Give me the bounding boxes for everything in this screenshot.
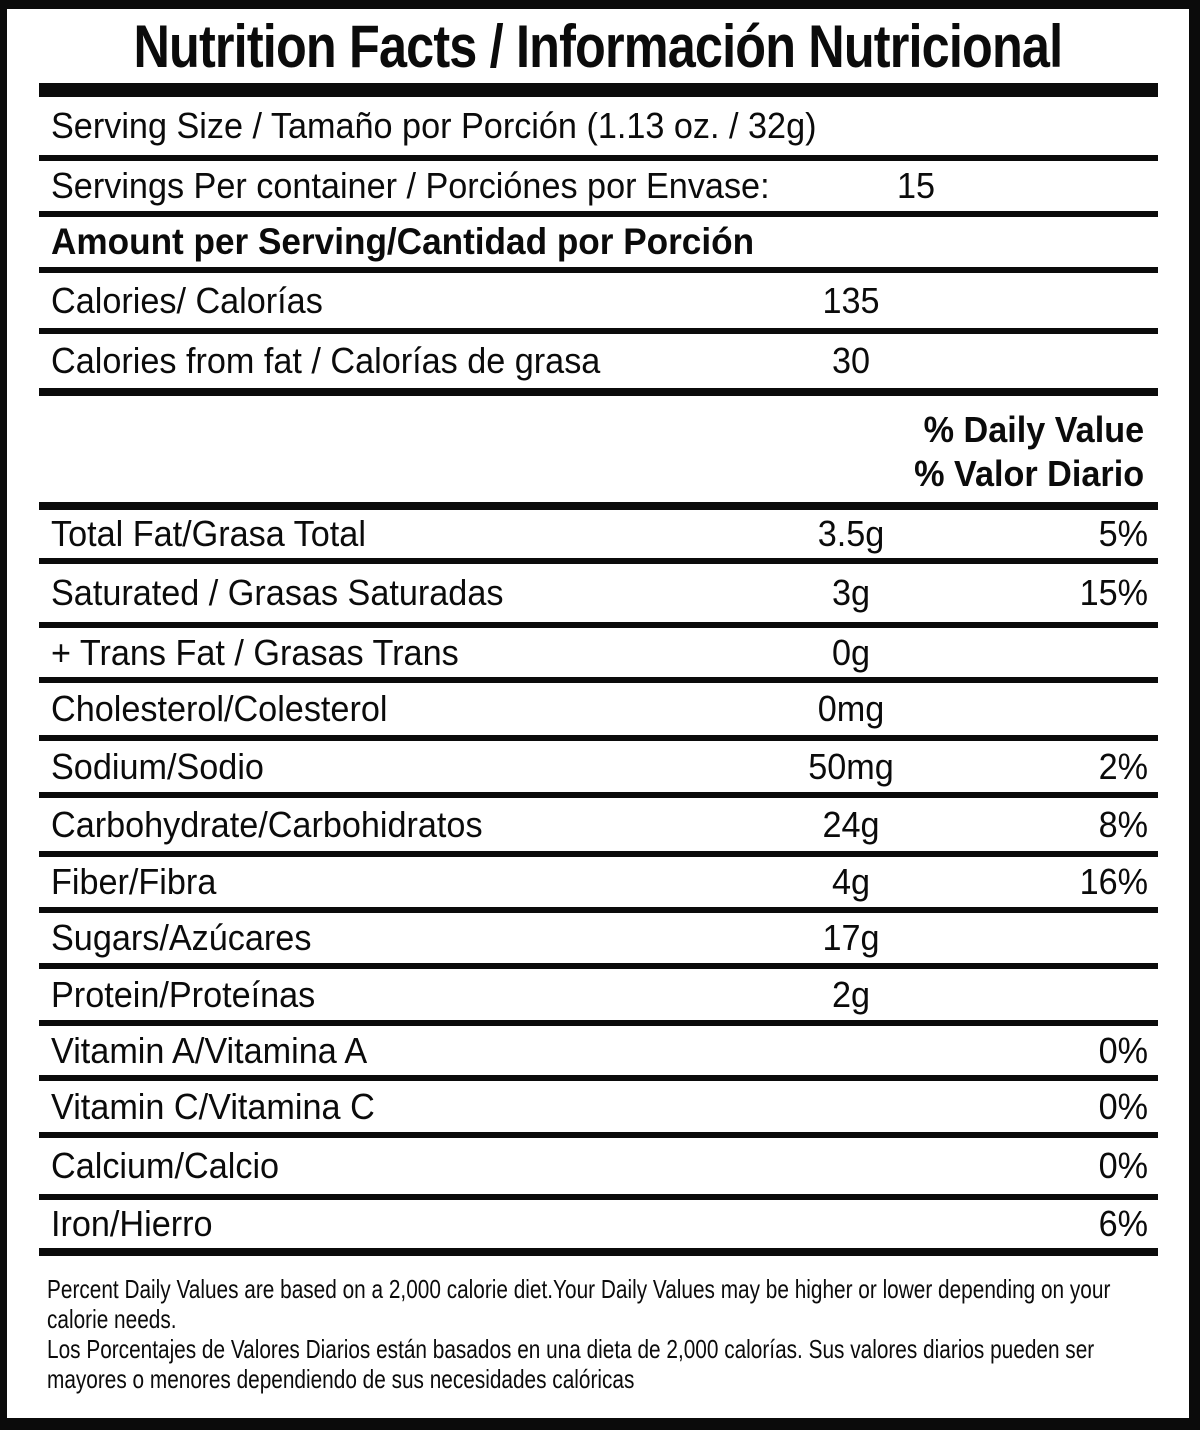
daily-value-footnote: Percent Daily Values are based on a 2,00… (39, 1256, 1158, 1394)
nutrient-daily-value: 5% (1098, 513, 1148, 554)
servings-per-container-row: Servings Per container / Porciónes por E… (39, 161, 1158, 217)
nutrient-label: Cholesterol/Colesterol (51, 688, 388, 729)
nutrient-amount (711, 1203, 991, 1245)
nutrient-row-total-fat: Total Fat/Grasa Total 3.5g 5% (39, 510, 1158, 564)
nutrient-daily-value: 0% (1098, 1145, 1148, 1186)
nutrient-row-iron: Iron/Hierro 6% (39, 1200, 1158, 1256)
nutrient-daily-value: 0% (1098, 1029, 1148, 1071)
nutrient-daily-value: 8% (1098, 803, 1148, 845)
nutrient-daily-value (991, 632, 1158, 674)
nutrient-label: Total Fat/Grasa Total (51, 513, 366, 554)
nutrient-label: Vitamin C/Vitamina C (51, 1085, 375, 1127)
calories-row: Calories/ Calorías 135 (39, 273, 1158, 334)
nutrient-amount: 3g (831, 572, 871, 613)
nutrient-amount: 0mg (817, 688, 885, 729)
calories-from-fat-row: Calories from fat / Calorías de grasa 30 (39, 334, 1158, 396)
nutrient-label: Sugars/Azúcares (51, 917, 312, 958)
footnote-line: calorie needs. (47, 1304, 177, 1334)
calories-from-fat-value: 30 (831, 340, 871, 381)
nutrient-daily-value: 16% (1079, 861, 1148, 902)
nutrient-row-sodium: Sodium/Sodio 50mg 2% (39, 741, 1158, 798)
calories-from-fat-label: Calories from fat / Calorías de grasa (51, 340, 601, 381)
nutrient-row-cholesterol: Cholesterol/Colesterol 0mg (39, 683, 1158, 741)
nutrient-label: Calcium/Calcio (51, 1145, 280, 1186)
footnote-line: mayores o menores dependiendo de sus nec… (47, 1364, 635, 1394)
serving-size-text: Serving Size / Tamaño por Porción (1.13 … (51, 105, 817, 146)
nutrient-daily-value: 0% (1098, 1085, 1148, 1127)
footnote-line: Percent Daily Values are based on a 2,00… (47, 1274, 1111, 1304)
nutrient-label: Protein/Proteínas (51, 973, 316, 1015)
amount-per-serving-header-row: Amount per Serving/Cantidad por Porción (39, 217, 1158, 273)
daily-value-header-es: % Valor Diario (914, 453, 1144, 494)
label-title-zone: Nutrition Facts / Información Nutriciona… (7, 9, 1189, 83)
nutrient-amount: 0g (831, 631, 871, 673)
daily-value-header: % Daily Value % Valor Diario (39, 396, 1158, 510)
nutrient-label: Vitamin A/Vitamina A (51, 1029, 368, 1071)
amount-per-serving-header: Amount per Serving/Cantidad por Porción (51, 221, 755, 262)
nutrient-row-vitamin-c: Vitamin C/Vitamina C 0% (39, 1081, 1158, 1138)
label-title: Nutrition Facts / Información Nutriciona… (133, 12, 1064, 80)
nutrient-amount (711, 1145, 991, 1187)
servings-per-container-label: Servings Per container / Porciónes por E… (51, 165, 770, 206)
nutrient-amount: 17g (822, 917, 880, 958)
nutrient-daily-value: 2% (1098, 745, 1148, 787)
nutrient-row-calcium: Calcium/Calcio 0% (39, 1138, 1158, 1200)
nutrient-amount (711, 1086, 991, 1128)
nutrient-amount (711, 1030, 991, 1072)
servings-per-container-value: 15 (897, 165, 936, 206)
nutrient-label: Carbohydrate/Carbohidratos (51, 803, 483, 845)
nutrient-label: Sodium/Sodio (51, 745, 264, 787)
nutrient-daily-value: 15% (1079, 572, 1148, 613)
nutrient-daily-value (991, 688, 1158, 730)
serving-size-row: Serving Size / Tamaño por Porción (1.13 … (39, 97, 1158, 161)
nutrient-daily-value (991, 974, 1158, 1016)
footnote-line: Los Porcentajes de Valores Diarios están… (47, 1334, 1095, 1364)
nutrient-amount: 4g (831, 861, 871, 902)
nutrient-label: + Trans Fat / Grasas Trans (51, 631, 459, 673)
nutrient-amount: 2g (831, 973, 871, 1015)
nutrient-row-sugars: Sugars/Azúcares 17g (39, 913, 1158, 969)
label-body: Serving Size / Tamaño por Porción (1.13 … (39, 83, 1158, 1394)
nutrient-row-protein: Protein/Proteínas 2g (39, 969, 1158, 1026)
title-divider-bar (39, 83, 1158, 97)
nutrient-label: Fiber/Fibra (51, 861, 217, 902)
nutrient-amount: 24g (822, 803, 880, 845)
daily-value-header-en: % Daily Value (923, 409, 1144, 450)
nutrient-daily-value (991, 917, 1158, 959)
nutrient-row-vitamin-a: Vitamin A/Vitamina A 0% (39, 1026, 1158, 1081)
calories-value: 135 (822, 279, 880, 321)
nutrient-amount: 3.5g (817, 513, 885, 554)
calories-label: Calories/ Calorías (51, 279, 323, 321)
nutrient-amount: 50mg (808, 745, 894, 787)
nutrient-row-fiber: Fiber/Fibra 4g 16% (39, 857, 1158, 913)
nutrient-row-trans-fat: + Trans Fat / Grasas Trans 0g (39, 628, 1158, 683)
nutrient-daily-value: 6% (1098, 1203, 1148, 1244)
nutrient-label: Saturated / Grasas Saturadas (51, 572, 504, 613)
nutrient-label: Iron/Hierro (51, 1203, 213, 1244)
nutrient-row-saturated-fat: Saturated / Grasas Saturadas 3g 15% (39, 564, 1158, 628)
nutrient-row-carbohydrate: Carbohydrate/Carbohidratos 24g 8% (39, 798, 1158, 857)
